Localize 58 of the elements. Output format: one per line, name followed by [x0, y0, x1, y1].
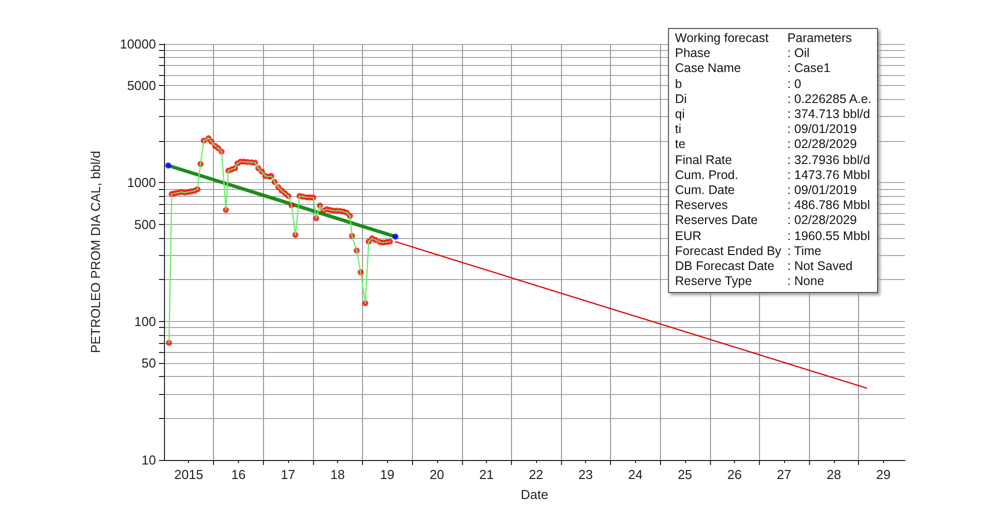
annotation: Forecast Ended By: [675, 244, 782, 260]
annotation: Final Rate: [675, 152, 733, 168]
annotation: : 02/28/2029: [787, 137, 858, 153]
annotation: Cum. Prod.: [675, 168, 740, 184]
x-tick-label: 17: [280, 467, 296, 482]
annotation: Di: [675, 92, 688, 108]
annotation: te: [675, 137, 686, 153]
x-axis-title: Date: [520, 487, 548, 502]
x-tick-label: 20: [430, 467, 444, 482]
x-tick-label: 29: [876, 467, 891, 482]
y-tick-label: 1000: [127, 175, 156, 190]
y-tick-label: 10: [142, 452, 156, 468]
annotation: : 0: [787, 76, 802, 92]
x-tick-label: 16: [231, 467, 246, 482]
annotation: Parameters: [787, 31, 853, 46]
annotation: ti: [675, 122, 682, 138]
annotation: Reserves Date: [675, 213, 759, 229]
annotation: : 02/28/2029: [787, 213, 858, 229]
annotation: : 1473.76 Mbbl: [787, 168, 872, 184]
annotation: : 374.713 bbl/d: [787, 107, 872, 122]
annotation: Working forecast: [675, 31, 770, 46]
x-tick-label: 22: [528, 467, 544, 482]
annotation: b: [675, 76, 683, 92]
annotation: : Case1: [787, 61, 832, 77]
annotation: Cum. Date: [675, 183, 736, 198]
x-tick-label: 25: [678, 467, 692, 482]
annotation: Reserves: [675, 198, 729, 214]
annotation: Phase: [675, 46, 712, 62]
annotation: : Time: [787, 244, 822, 260]
y-tick-label: 100: [134, 314, 156, 329]
annotation: : Not Saved: [787, 259, 854, 274]
annotation: : Oil: [787, 46, 811, 62]
annotation: : 32.7936 bbl/d: [787, 152, 872, 168]
y-tick-label: 500: [134, 216, 156, 232]
annotation: : 486.786 Mbbl: [787, 198, 872, 214]
annotation: : None: [787, 274, 826, 290]
annotation: EUR: [675, 228, 702, 244]
x-tick-label: 21: [479, 467, 494, 482]
x-tick-label: 28: [826, 467, 842, 482]
x-tick-label: 19: [380, 467, 394, 482]
y-axis-title: PETROLEO PROM DIA CAL, bbl/d: [88, 150, 103, 354]
x-tick-label: 26: [727, 467, 742, 482]
y-tick-label: 10000: [120, 36, 156, 52]
annotation: : 0.226285 A.e.: [787, 92, 872, 108]
annotation: Reserve Type: [675, 274, 753, 290]
annotation: DB Forecast Date: [675, 259, 776, 274]
x-tick-label: 27: [776, 467, 792, 482]
x-tick-label: 23: [578, 467, 593, 482]
x-tick-label: 2015: [174, 467, 204, 482]
y-tick-label: 5000: [127, 78, 156, 94]
y-tick-label: 50: [142, 356, 156, 371]
annotation: : 09/01/2019: [787, 122, 858, 138]
x-tick-label: 24: [628, 467, 643, 482]
annotation: : 09/01/2019: [787, 183, 858, 198]
x-tick-label: 18: [330, 467, 345, 482]
annotation: qi: [675, 107, 686, 122]
annotation: Case Name: [675, 61, 742, 77]
annotation: : 1960.55 Mbbl: [787, 228, 872, 244]
